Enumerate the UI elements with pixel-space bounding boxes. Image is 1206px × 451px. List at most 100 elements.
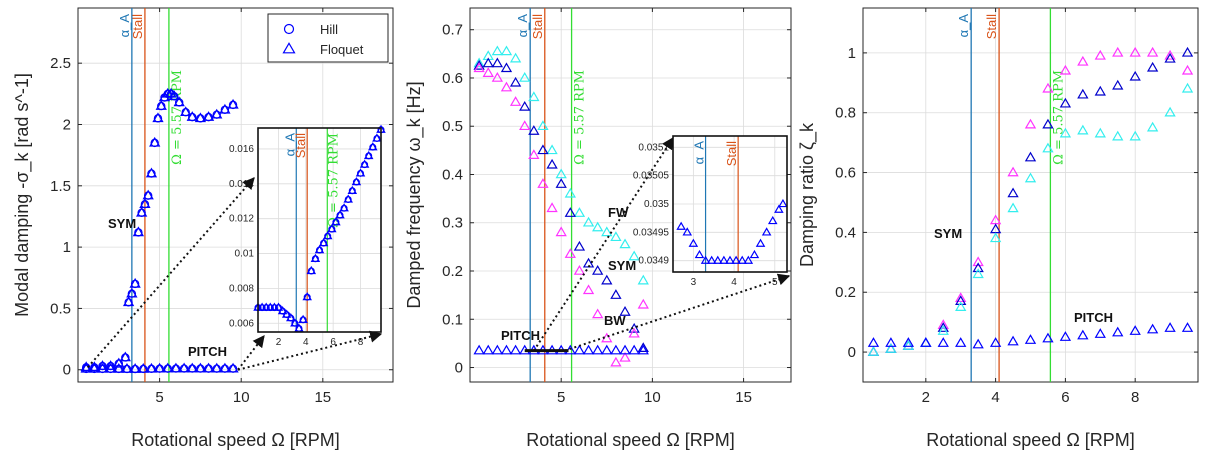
data-point (212, 364, 221, 373)
inset-x-tick-label: 3 (691, 277, 697, 288)
data-point (1112, 326, 1124, 337)
x-axis-title: Rotational speed Ω [RPM] (926, 430, 1135, 450)
inset-data-point (311, 255, 319, 263)
inset-data-point (357, 169, 365, 177)
inset-data-point (774, 204, 784, 213)
data-point (937, 325, 949, 335)
data-point (637, 298, 649, 309)
data-point (619, 344, 631, 355)
y-tick-label: 0.5 (50, 300, 71, 317)
data-point (98, 364, 107, 374)
inset-data-point (749, 249, 760, 259)
data-point (147, 169, 156, 178)
inset-data-point (767, 215, 778, 225)
y-tick-label: 0.4 (835, 224, 856, 241)
x-tick-label: 15 (735, 389, 752, 406)
data-point (989, 232, 1002, 243)
inset-data-point (700, 255, 711, 264)
inset-y-tick-label: 0.006 (229, 318, 254, 329)
data-point (601, 344, 613, 355)
data-point (920, 337, 932, 347)
data-point (1024, 334, 1037, 344)
inset-y-tick-label: 0.035 (644, 199, 669, 210)
data-point (1059, 331, 1072, 341)
data-point (228, 364, 238, 373)
data-point (937, 322, 949, 332)
reference-line-label: Stall (130, 14, 145, 39)
data-point (619, 351, 631, 362)
inset-data-point (713, 255, 723, 264)
data-point (114, 359, 124, 368)
data-point (537, 144, 549, 155)
legend-label: Floquet (320, 42, 364, 57)
inset-x-tick-label: 5 (772, 277, 778, 288)
data-point (140, 199, 150, 209)
data-point (500, 62, 513, 73)
data-point (1007, 187, 1019, 198)
inset-data-point (344, 195, 352, 203)
inset-data-point (373, 134, 381, 142)
y-tick-label: 2.5 (50, 55, 71, 72)
data-point (1094, 85, 1106, 96)
x-tick-label: 15 (314, 389, 331, 406)
data-point (204, 364, 213, 373)
data-point (473, 59, 485, 70)
data-point (188, 112, 197, 122)
data-point (637, 342, 649, 353)
inset-data-point (694, 249, 705, 259)
inset-frame (672, 135, 788, 273)
data-point (473, 62, 485, 73)
data-point (137, 208, 146, 217)
data-point (1146, 61, 1159, 72)
data-point (122, 364, 132, 374)
data-point (564, 207, 576, 217)
inset-data-point (761, 227, 772, 236)
inset-reference-line-label: α_A (282, 133, 297, 157)
series-sym (867, 46, 1194, 356)
data-point (955, 295, 967, 306)
y-tick-label: 0 (848, 344, 856, 361)
inset-y-tick-label: 0.0349 (638, 256, 669, 267)
data-point (619, 238, 631, 249)
x-tick-label: 5 (557, 389, 565, 406)
zoom-arrow (87, 177, 255, 368)
data-point (174, 98, 184, 107)
data-point (610, 289, 622, 299)
x-axis-title: Rotational speed Ω [RPM] (131, 430, 340, 450)
x-tick-label: 10 (644, 389, 661, 406)
data-point (546, 202, 558, 213)
inset-data-point (348, 187, 356, 195)
y-axis-title: Damped frequency ω_k [Hz] (404, 81, 425, 308)
data-point (1059, 64, 1072, 75)
data-point (155, 364, 164, 373)
data-point (98, 361, 107, 371)
data-point (134, 228, 143, 237)
data-point (473, 57, 485, 68)
inset-data-point (324, 232, 332, 240)
axes-box (77, 7, 394, 383)
y-tick-label: 0.7 (442, 22, 463, 39)
data-point (1024, 172, 1037, 183)
data-point (171, 364, 181, 373)
inset-reference-line-label: Ω = 5.57 RPM (326, 133, 341, 228)
reference-line-label: Stall (984, 14, 999, 39)
series-sym (80, 87, 239, 372)
data-point (537, 120, 549, 131)
data-point (937, 337, 949, 347)
data-point (1129, 46, 1141, 57)
inset-y-tick-label: 0.01 (235, 249, 255, 260)
inset-data-point (328, 225, 336, 233)
data-point (528, 91, 540, 102)
data-point (573, 207, 586, 217)
data-point (1164, 106, 1176, 117)
inset-data-point (336, 211, 344, 219)
inset-data-point (731, 255, 741, 264)
data-point (500, 45, 513, 56)
y-tick-label: 0.2 (835, 284, 856, 301)
series-fw (473, 45, 649, 285)
data-point (1129, 130, 1141, 141)
reference-line-label: α_A (117, 14, 132, 38)
y-tick-label: 0 (455, 360, 463, 377)
data-point (955, 301, 967, 311)
data-point (179, 364, 189, 373)
